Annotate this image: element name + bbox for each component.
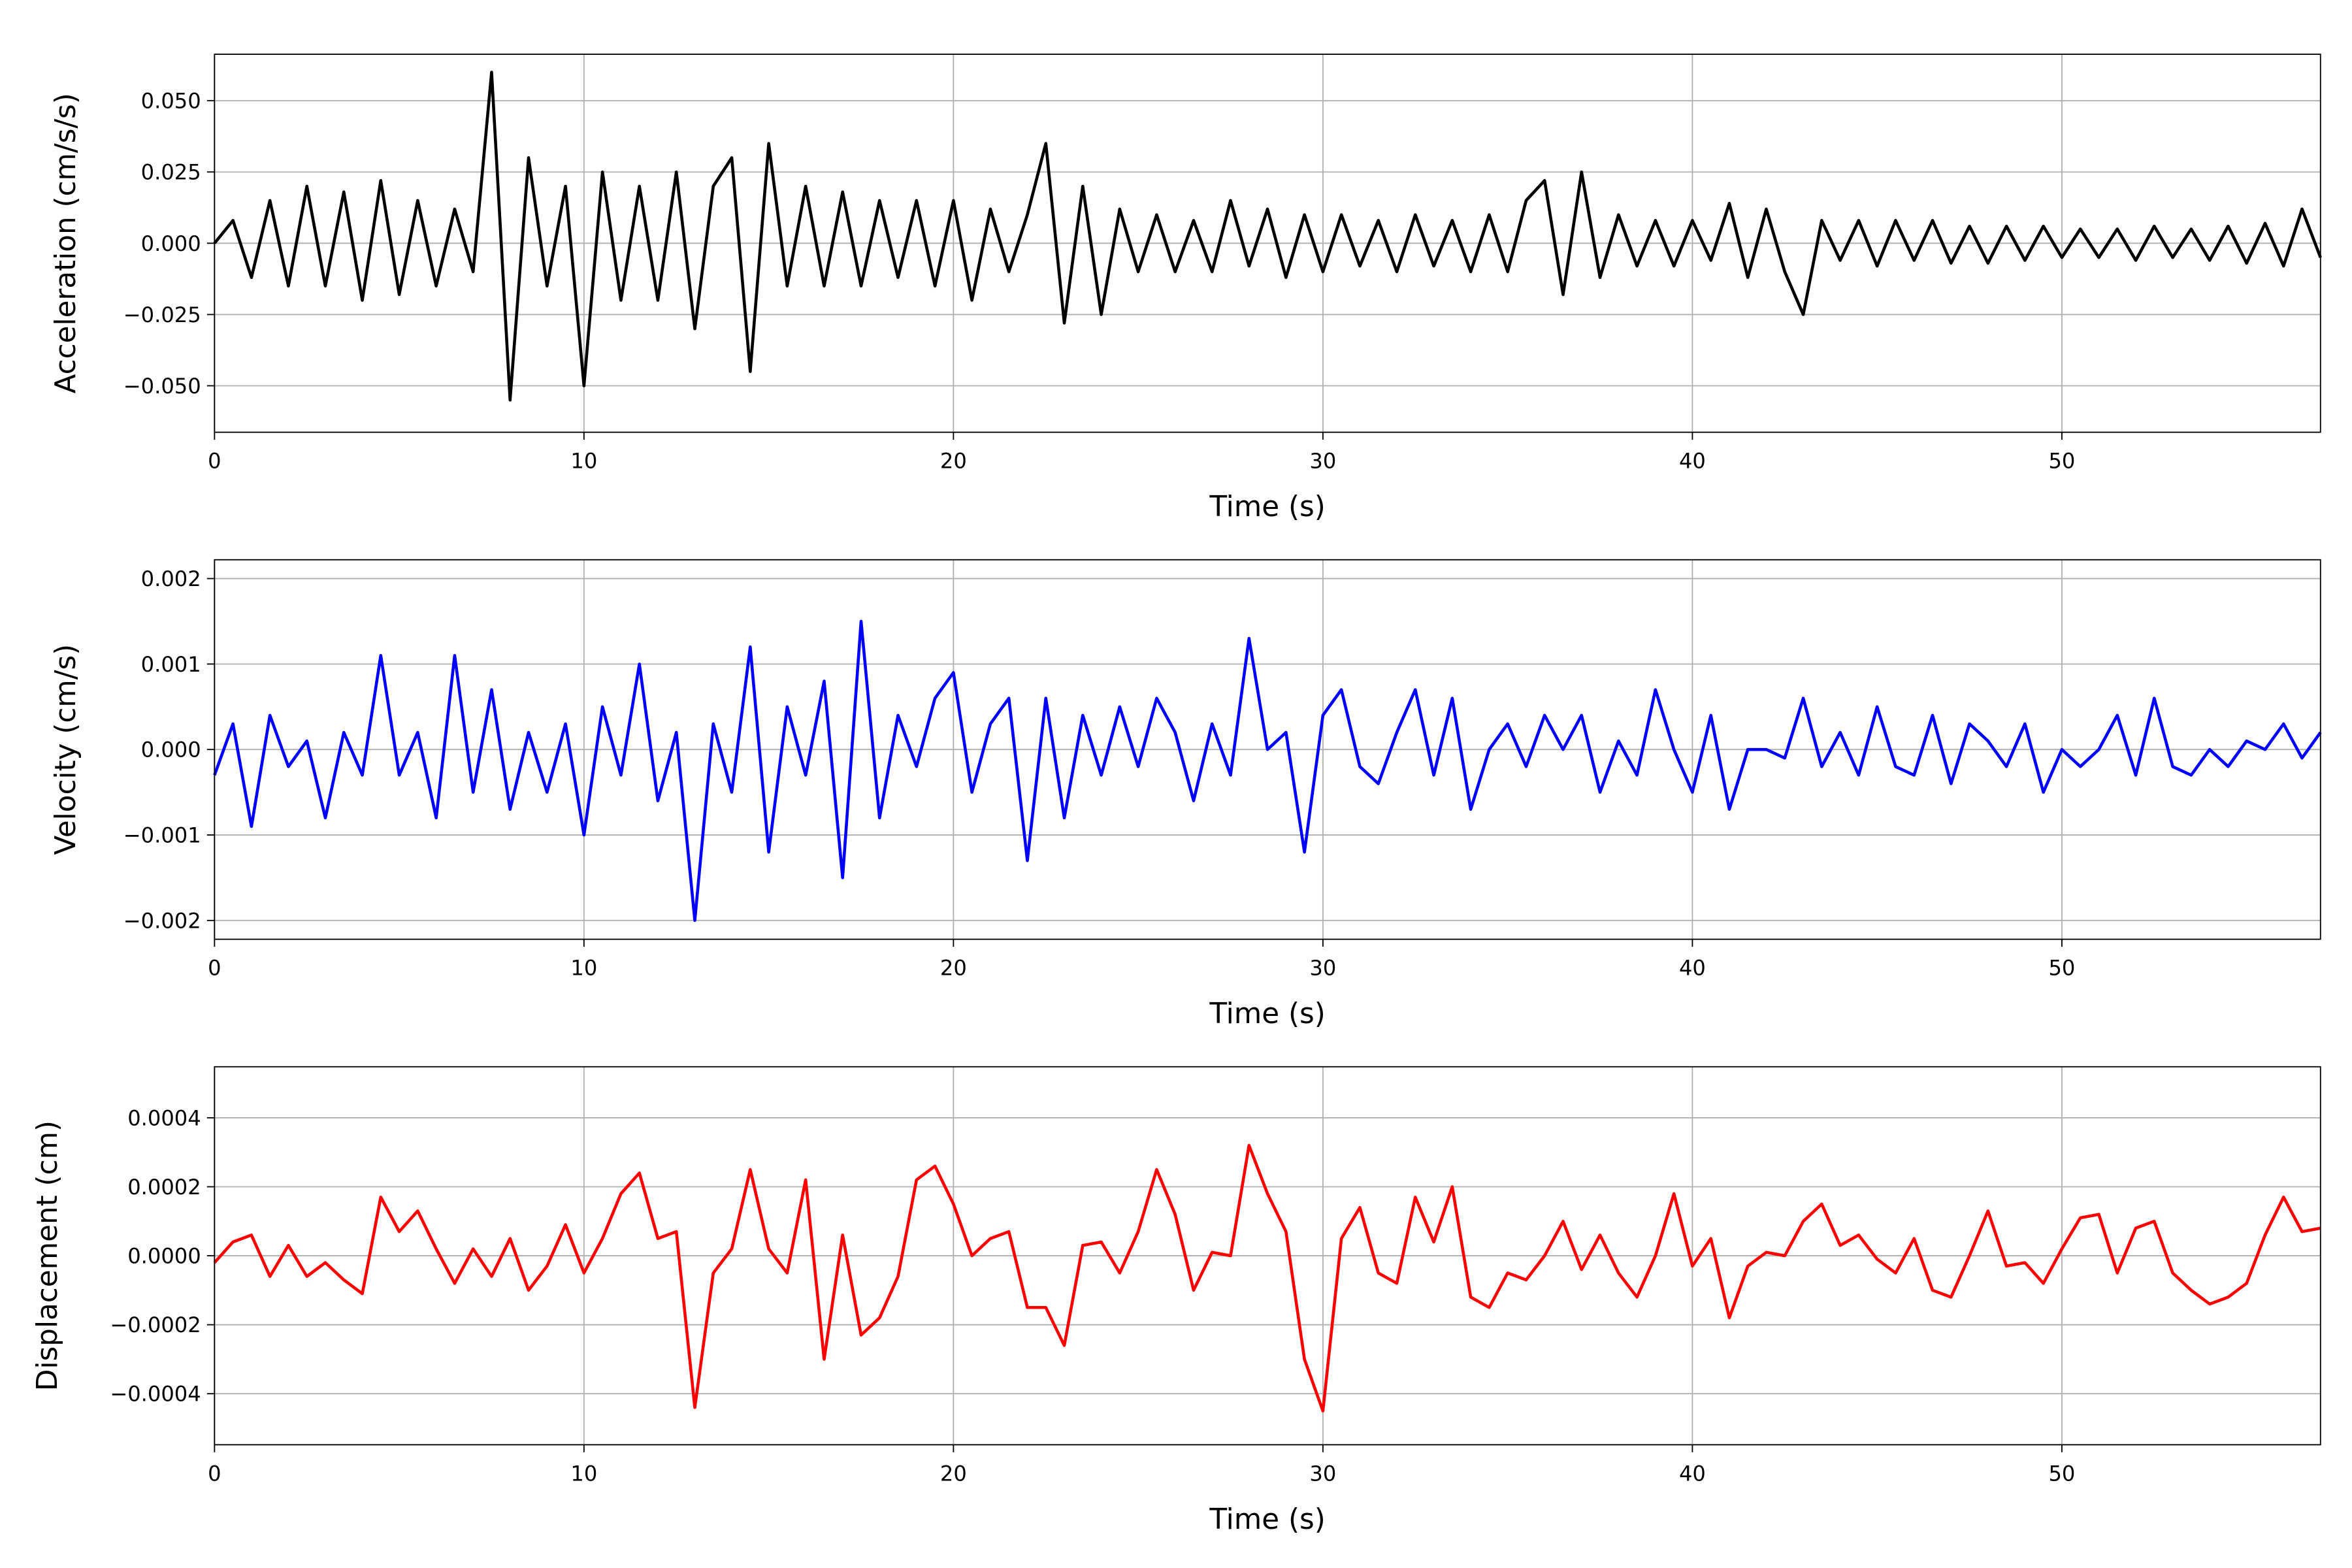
y-tick-label: 0.050 xyxy=(141,89,201,114)
x-tick-label: 50 xyxy=(2048,449,2075,474)
y-tick-label: 0.000 xyxy=(141,231,201,256)
x-tick-label: 20 xyxy=(940,1461,967,1486)
y-tick-label: 0.001 xyxy=(141,652,201,677)
y-tick-label: −0.0002 xyxy=(110,1313,201,1337)
y-tick-label: 0.0002 xyxy=(127,1175,201,1200)
y-axis-label: Acceleration (cm/s/s) xyxy=(50,93,82,393)
x-axis-label: Time (s) xyxy=(1209,491,1325,523)
x-tick-label: 50 xyxy=(2048,956,2075,981)
y-tick-label: −0.002 xyxy=(123,908,201,933)
x-tick-label: 0 xyxy=(208,449,221,474)
plot-frame xyxy=(214,559,2321,940)
x-tick-label: 30 xyxy=(1309,1461,1336,1486)
x-tick-label: 0 xyxy=(208,1461,221,1486)
y-tick-label: 0.0000 xyxy=(127,1244,201,1269)
x-tick-label: 30 xyxy=(1309,449,1336,474)
plot-frame xyxy=(214,1066,2321,1446)
x-tick-label: 40 xyxy=(1679,449,1706,474)
x-tick-label: 50 xyxy=(2048,1461,2075,1486)
y-axis-label: Displacement (cm) xyxy=(31,1120,64,1391)
data-line xyxy=(213,1143,2321,1413)
x-tick-label: 40 xyxy=(1679,1461,1706,1486)
y-tick-label: −0.050 xyxy=(123,374,201,399)
data-line xyxy=(213,619,2322,923)
x-tick-label: 10 xyxy=(570,449,597,474)
plot-frame xyxy=(214,54,2321,433)
y-tick-label: 0.025 xyxy=(141,160,201,185)
y-tick-label: 0.0004 xyxy=(127,1105,201,1130)
x-tick-label: 20 xyxy=(940,449,967,474)
y-tick-label: 0.000 xyxy=(141,738,201,762)
y-tick-label: 0.002 xyxy=(141,566,201,591)
y-tick-label: −0.025 xyxy=(123,302,201,327)
y-tick-label: −0.001 xyxy=(123,823,201,847)
x-tick-label: 20 xyxy=(940,956,967,981)
x-tick-label: 10 xyxy=(570,1461,597,1486)
x-tick-label: 30 xyxy=(1309,956,1336,981)
x-axis-label: Time (s) xyxy=(1209,998,1325,1030)
y-axis-label: Velocity (cm/s) xyxy=(50,644,82,855)
x-tick-label: 40 xyxy=(1679,956,1706,981)
x-tick-label: 0 xyxy=(208,956,221,981)
x-axis-label: Time (s) xyxy=(1209,1503,1325,1536)
y-tick-label: −0.0004 xyxy=(110,1382,201,1407)
data-line xyxy=(213,71,2322,402)
x-tick-label: 10 xyxy=(570,956,597,981)
